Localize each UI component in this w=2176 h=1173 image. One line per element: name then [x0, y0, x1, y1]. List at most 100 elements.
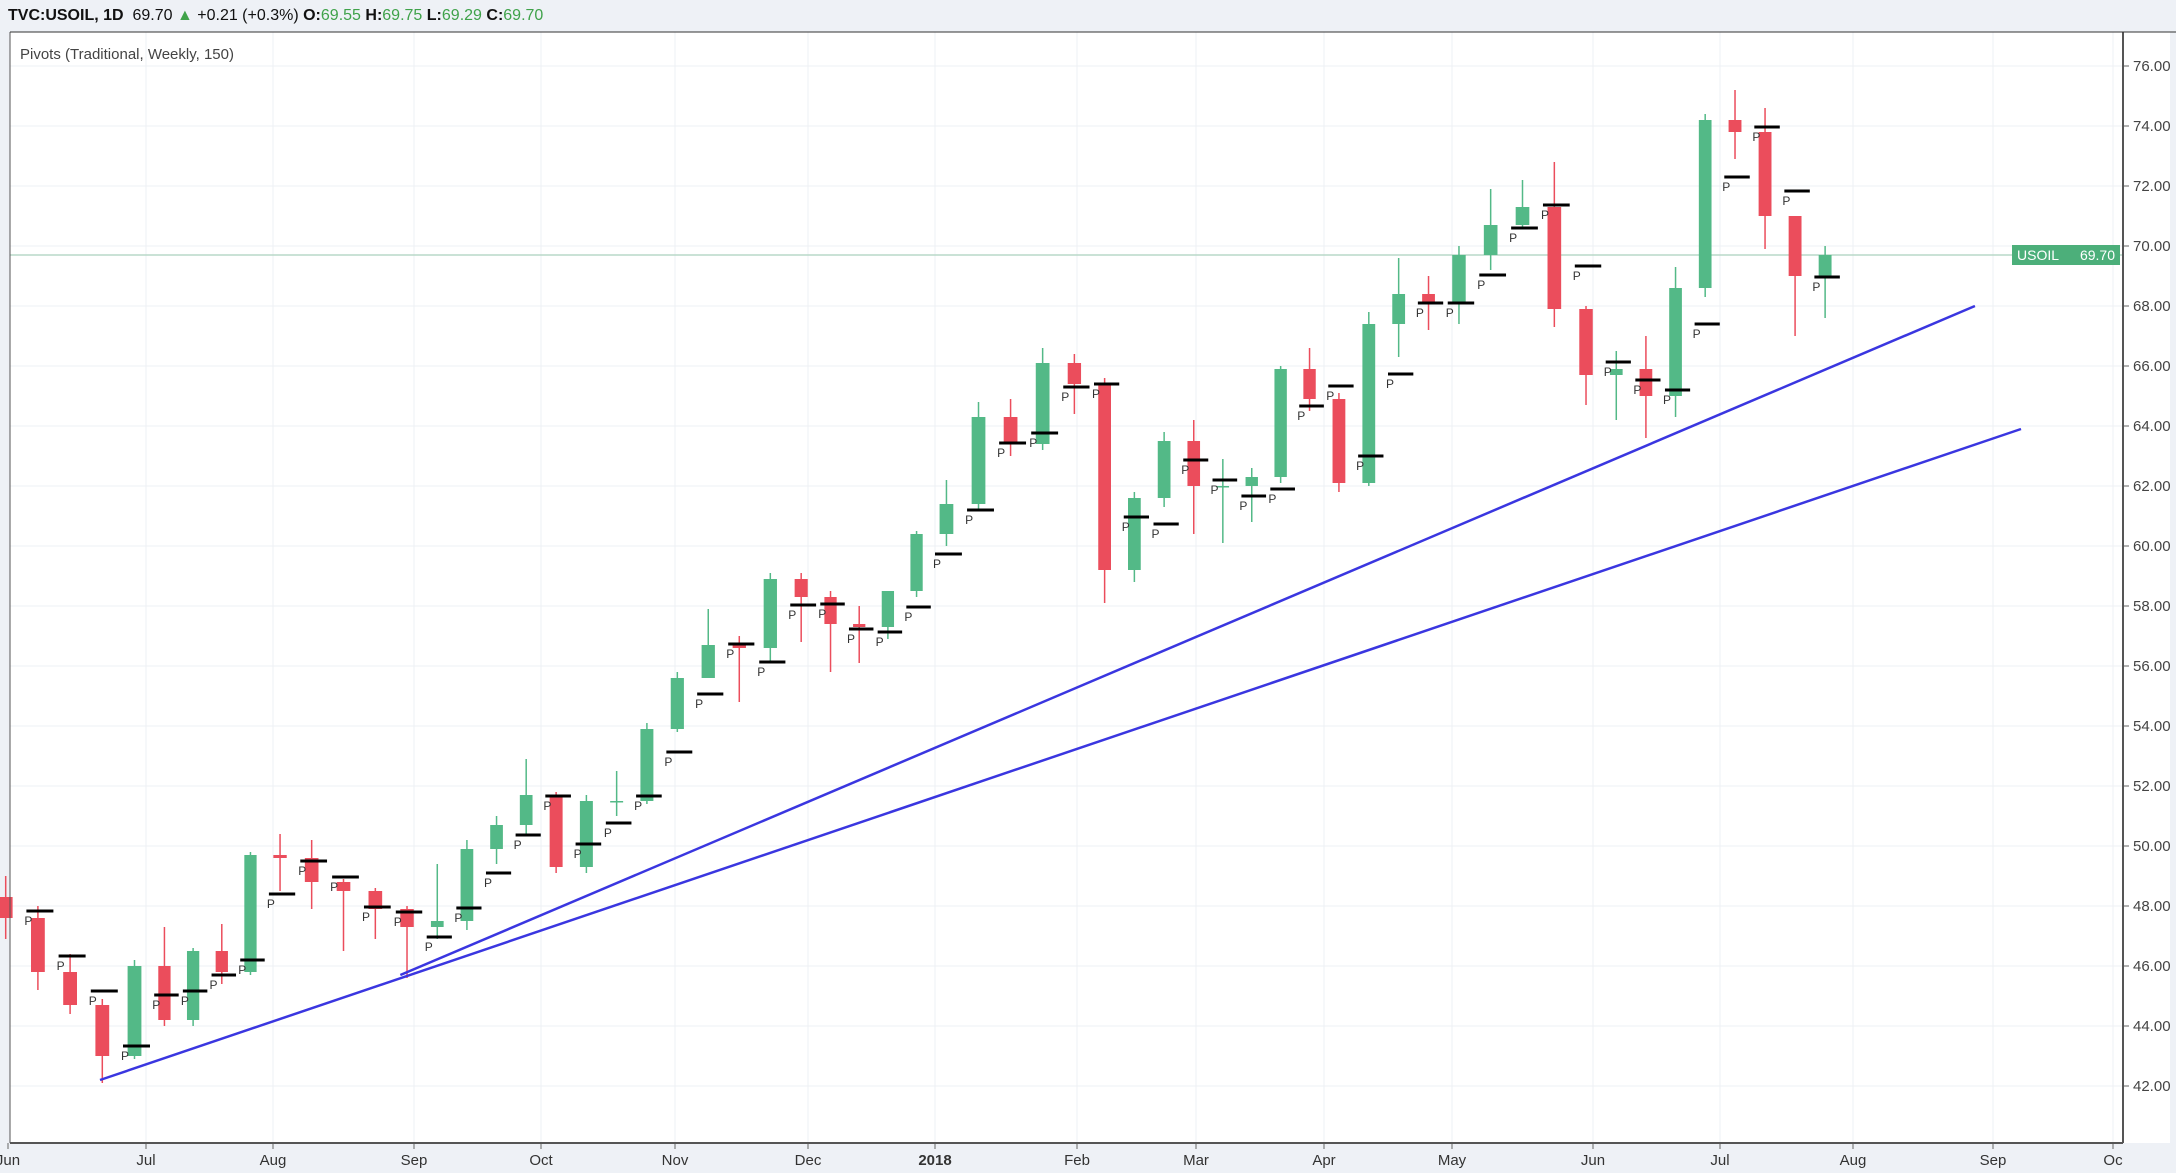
pivot-label: P [1092, 387, 1100, 401]
y-tick-label: 58.00 [2133, 598, 2171, 615]
pivot-label: P [1693, 327, 1701, 341]
pivot-label: P [1416, 306, 1424, 320]
candle-body [1788, 216, 1802, 276]
pivot-label: P [1356, 459, 1364, 473]
low-label: L: [426, 7, 442, 24]
candle-body [215, 951, 228, 972]
pivot-label: P [1152, 527, 1160, 541]
x-tick-label: Dec [795, 1152, 822, 1169]
y-tick-label: 70.00 [2133, 238, 2171, 255]
candle-body [1818, 255, 1832, 276]
x-tick-label: Nov [662, 1152, 689, 1169]
candle-body [1216, 486, 1230, 488]
candle-body [910, 534, 923, 591]
candle-body [701, 645, 715, 678]
candle-body [273, 855, 287, 858]
pivot-label: P [1386, 377, 1394, 391]
pivot-label: P [965, 513, 973, 527]
pivot-label: P [484, 876, 492, 890]
trendline [399, 304, 1976, 977]
pivot-label: P [634, 799, 642, 813]
x-tick-label: Oct [529, 1152, 553, 1169]
high-label: H: [365, 7, 383, 24]
candle-body [460, 849, 474, 921]
pivot-label: P [121, 1049, 129, 1063]
candle-body [31, 918, 45, 972]
candle-body [0, 897, 13, 918]
pivot-label: P [757, 665, 765, 679]
pivot-label: P [454, 911, 462, 925]
close-label: C: [486, 7, 504, 24]
pivot-label: P [1604, 365, 1612, 379]
y-tick-label: 46.00 [2133, 958, 2171, 975]
pivot-label: P [425, 940, 433, 954]
y-tick-label: 52.00 [2133, 778, 2171, 795]
candle-body [670, 678, 684, 729]
symbol-header: TVC:USOIL, 1D 69.70 ▲ +0.21 (+0.3%) O:69… [0, 0, 2176, 31]
pivot-label: P [1633, 383, 1641, 397]
candle-body [1332, 399, 1346, 483]
y-tick-label: 42.00 [2133, 1078, 2171, 1095]
x-tick-label: Aug [1840, 1152, 1867, 1169]
candle-body [1515, 207, 1530, 225]
y-tick-label: 74.00 [2133, 118, 2171, 135]
candle-body [1422, 294, 1435, 303]
x-tick-label: Oc [2103, 1152, 2123, 1169]
candle-body [549, 795, 563, 867]
pivot-label: P [818, 607, 826, 621]
candle-body [1035, 363, 1050, 444]
chart-pane[interactable] [10, 32, 2170, 1143]
candle-body [1639, 369, 1653, 396]
x-tick-label: Jun [1581, 1152, 1605, 1169]
candle-body [1157, 441, 1171, 498]
candle-body [1003, 417, 1018, 444]
pivot-label: P [152, 998, 160, 1012]
y-tick-label: 72.00 [2133, 178, 2171, 195]
candle-body [304, 858, 319, 882]
pivot-label: P [267, 897, 275, 911]
pivot-label: P [788, 608, 796, 622]
candle-body [1609, 369, 1623, 375]
pivot-label: P [1239, 499, 1247, 513]
pivot-label: P [362, 910, 370, 924]
open-value: 69.55 [320, 7, 361, 24]
x-tick-label: Jun [0, 1152, 20, 1169]
indicator-legend[interactable]: Pivots (Traditional, Weekly, 150) [20, 46, 234, 63]
y-tick-label: 76.00 [2133, 58, 2171, 75]
candle-body [1698, 120, 1712, 288]
pivot-label: P [1326, 389, 1334, 403]
pivot-label: P [876, 635, 884, 649]
pivot-label: P [1541, 208, 1549, 222]
candle-body [881, 591, 895, 627]
pivot-label: P [330, 880, 338, 894]
pivot-label: P [1446, 306, 1454, 320]
pivot-label: P [1782, 194, 1790, 208]
pivot-label: P [1122, 520, 1130, 534]
y-tick-label: 64.00 [2133, 418, 2171, 435]
x-tick-label: Sep [401, 1152, 428, 1169]
pivot-label: P [298, 864, 306, 878]
pivot-label: P [604, 826, 612, 840]
pivot-label: P [1812, 280, 1820, 294]
last-price-badge [2012, 245, 2120, 265]
candle-body [1362, 324, 1376, 483]
candle-body [794, 579, 808, 597]
candle-body [971, 417, 986, 504]
pivot-label: P [1573, 269, 1581, 283]
candle-body [939, 504, 954, 534]
pivot-label: P [1211, 483, 1219, 497]
symbol-name[interactable]: TVC:USOIL, 1D [8, 7, 124, 24]
candle-body [158, 966, 171, 1020]
triangle-up-icon: ▲ [176, 7, 193, 24]
candle-body [127, 966, 142, 1056]
candle-body [490, 825, 503, 849]
candle-body [610, 801, 624, 803]
candle-body [63, 972, 77, 1005]
y-tick-label: 62.00 [2133, 478, 2171, 495]
last-price: 69.70 [132, 7, 173, 24]
pivot-label: P [1297, 409, 1305, 423]
x-tick-label: Jul [136, 1152, 155, 1169]
pivot-label: P [997, 446, 1005, 460]
high-value: 69.75 [382, 7, 423, 24]
